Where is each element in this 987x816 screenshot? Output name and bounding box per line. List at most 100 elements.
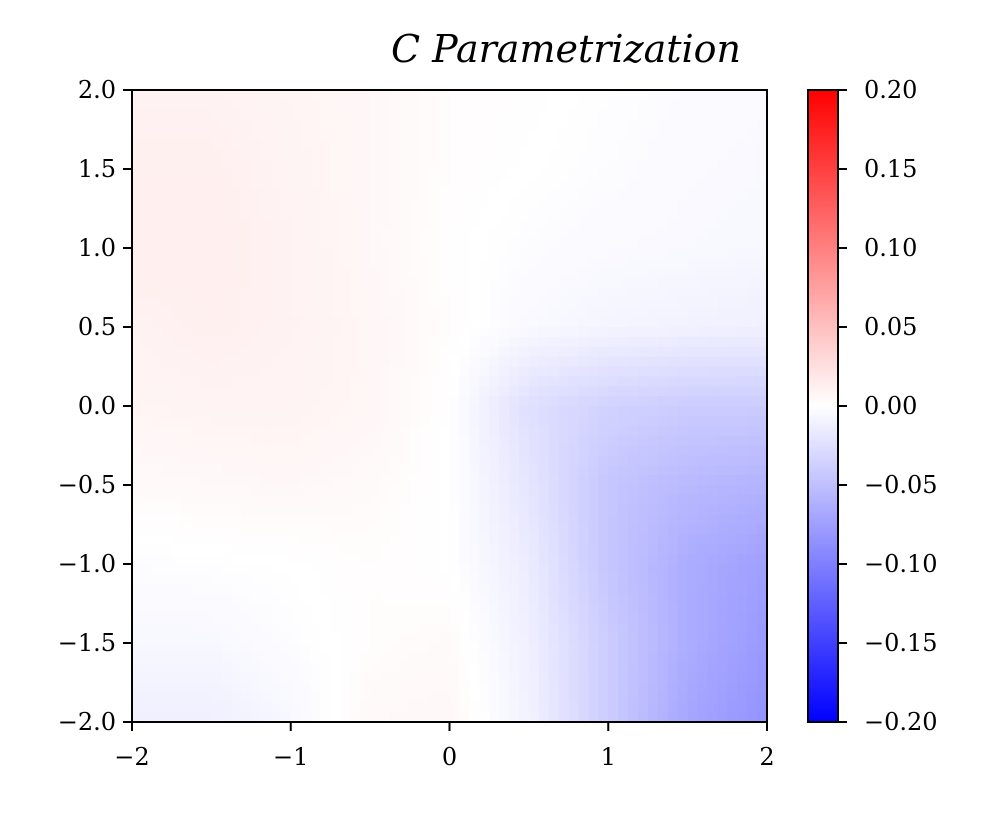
heatmap-cell bbox=[211, 267, 222, 279]
heatmap-cell bbox=[628, 169, 639, 180]
heatmap-cell bbox=[578, 406, 589, 417]
heatmap-cell bbox=[231, 386, 242, 397]
heatmap-cell bbox=[389, 672, 401, 684]
heatmap-cell bbox=[171, 524, 183, 535]
heatmap-cell bbox=[270, 169, 282, 180]
heatmap-cell bbox=[687, 475, 699, 486]
heatmap-cell bbox=[300, 169, 312, 180]
heatmap-cell bbox=[697, 672, 709, 684]
heatmap-cell bbox=[528, 248, 540, 259]
heatmap-cell bbox=[132, 99, 143, 111]
heatmap-cell bbox=[429, 445, 441, 456]
heatmap-cell bbox=[489, 613, 500, 624]
heatmap-cell bbox=[727, 307, 738, 318]
heatmap-cell bbox=[181, 712, 193, 723]
heatmap-cell bbox=[697, 307, 709, 318]
heatmap-cell bbox=[290, 346, 302, 358]
heatmap-cell bbox=[290, 603, 302, 614]
heatmap-cell bbox=[707, 267, 718, 279]
heatmap-cell bbox=[330, 386, 341, 397]
heatmap-cell bbox=[757, 593, 768, 605]
heatmap-cell bbox=[459, 475, 470, 486]
heatmap-cell bbox=[211, 396, 222, 407]
heatmap-cell bbox=[568, 702, 580, 713]
heatmap-cell bbox=[330, 682, 341, 693]
heatmap-cell bbox=[241, 396, 252, 407]
heatmap-cell bbox=[251, 475, 262, 486]
heatmap-cell bbox=[251, 188, 262, 200]
heatmap-cell bbox=[350, 534, 361, 545]
heatmap-cell bbox=[399, 662, 411, 674]
heatmap-cell bbox=[727, 99, 738, 111]
heatmap-cell bbox=[380, 376, 391, 387]
heatmap-cell bbox=[389, 603, 401, 614]
heatmap-cell bbox=[657, 228, 669, 239]
heatmap-cell bbox=[538, 455, 550, 466]
heatmap-cell bbox=[598, 692, 609, 703]
heatmap-cell bbox=[171, 692, 183, 703]
heatmap-cell bbox=[300, 208, 312, 219]
heatmap-cell bbox=[727, 317, 738, 328]
heatmap-cell bbox=[399, 643, 411, 654]
heatmap-cell bbox=[568, 494, 580, 506]
heatmap-cell bbox=[211, 544, 222, 555]
heatmap-cell bbox=[419, 178, 431, 190]
heatmap-cell bbox=[330, 633, 341, 644]
heatmap-cell bbox=[350, 613, 361, 624]
heatmap-cell bbox=[499, 139, 510, 150]
colorbar-tick-label: −0.15 bbox=[864, 629, 938, 657]
heatmap-cell bbox=[161, 494, 173, 506]
heatmap-cell bbox=[697, 169, 709, 180]
heatmap-cell bbox=[280, 277, 292, 289]
heatmap-cell bbox=[280, 376, 292, 387]
heatmap-cell bbox=[132, 386, 143, 397]
heatmap-cell bbox=[380, 366, 391, 377]
heatmap-cell bbox=[568, 514, 580, 526]
heatmap-cell bbox=[518, 643, 530, 654]
heatmap-cell bbox=[528, 198, 540, 210]
heatmap-cell bbox=[509, 159, 520, 170]
heatmap-cell bbox=[737, 613, 748, 624]
heatmap-cell bbox=[568, 554, 580, 565]
heatmap-cell bbox=[558, 178, 570, 190]
heatmap-cell bbox=[370, 159, 381, 170]
heatmap-cell bbox=[439, 504, 451, 516]
heatmap-cell bbox=[191, 633, 203, 644]
heatmap-cell bbox=[538, 524, 550, 535]
heatmap-cell bbox=[608, 228, 619, 239]
heatmap-cell bbox=[340, 396, 351, 407]
heatmap-cell bbox=[171, 455, 183, 466]
heatmap-cell bbox=[757, 603, 768, 614]
heatmap-cell bbox=[449, 524, 461, 535]
heatmap-cell bbox=[727, 327, 738, 338]
heatmap-cell bbox=[429, 208, 441, 219]
heatmap-cell bbox=[578, 455, 589, 466]
heatmap-cell bbox=[151, 396, 163, 407]
heatmap-cell bbox=[132, 465, 143, 476]
heatmap-cell bbox=[548, 613, 560, 624]
heatmap-cell bbox=[380, 524, 391, 535]
heatmap-cell bbox=[717, 178, 728, 190]
heatmap-cell bbox=[657, 593, 669, 605]
heatmap-cell bbox=[479, 336, 490, 348]
heatmap-cell bbox=[350, 149, 361, 160]
heatmap-cell bbox=[141, 652, 153, 664]
heatmap-cell bbox=[360, 465, 371, 476]
heatmap-cell bbox=[677, 366, 689, 377]
heatmap-cell bbox=[132, 297, 143, 308]
heatmap-cell bbox=[558, 613, 570, 624]
heatmap-cell bbox=[419, 712, 431, 723]
heatmap-cell bbox=[638, 603, 649, 614]
heatmap-cell bbox=[191, 593, 203, 605]
heatmap-cell bbox=[370, 238, 381, 249]
heatmap-cell bbox=[687, 228, 699, 239]
heatmap-cell bbox=[370, 346, 381, 358]
heatmap-cell bbox=[389, 366, 401, 377]
heatmap-cell bbox=[211, 188, 222, 200]
heatmap-cell bbox=[270, 662, 282, 674]
heatmap-cell bbox=[499, 672, 510, 684]
heatmap-cell bbox=[350, 327, 361, 338]
heatmap-cell bbox=[171, 228, 183, 239]
heatmap-cell bbox=[459, 336, 470, 348]
heatmap-cell bbox=[370, 475, 381, 486]
